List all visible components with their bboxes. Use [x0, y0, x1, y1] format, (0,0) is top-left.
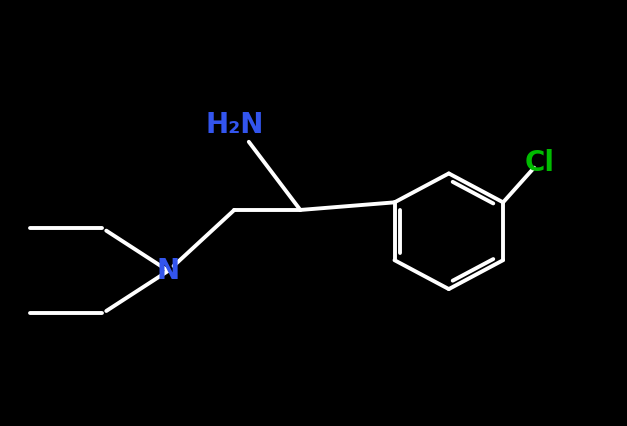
Text: H₂N: H₂N [205, 111, 263, 139]
Text: Cl: Cl [524, 149, 554, 177]
Text: N: N [157, 257, 180, 285]
